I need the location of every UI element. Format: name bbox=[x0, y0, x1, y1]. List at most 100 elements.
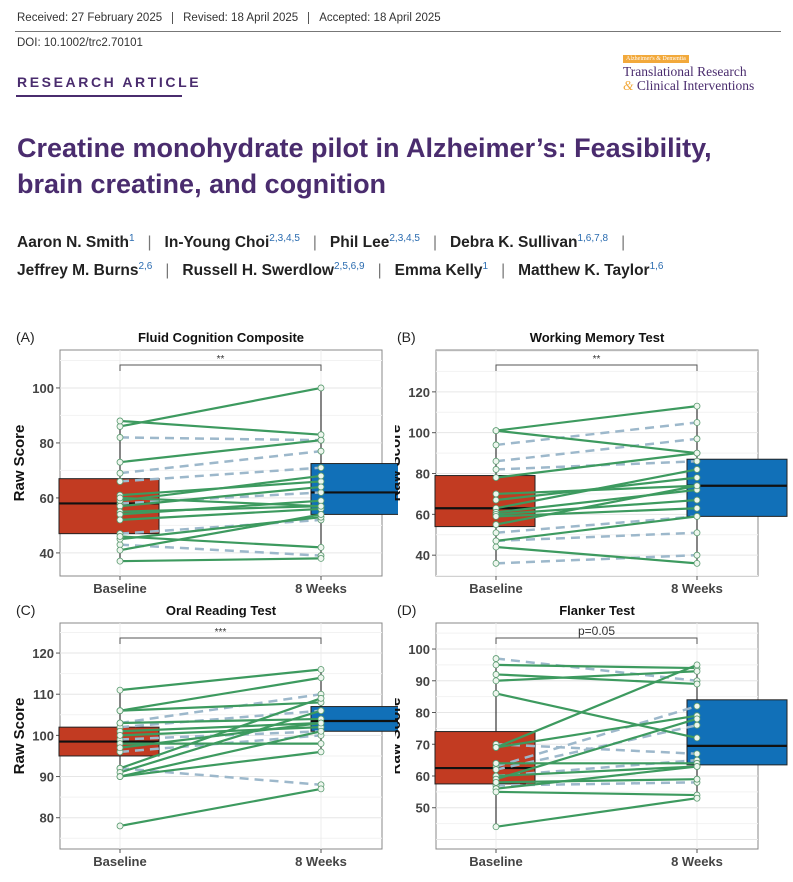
data-point bbox=[492, 537, 500, 545]
paired-line-dashed bbox=[119, 730, 322, 741]
y-tick-label: 100 bbox=[32, 381, 54, 396]
author-affiliation[interactable]: 1 bbox=[128, 233, 135, 244]
data-point bbox=[492, 690, 500, 697]
author[interactable]: Aaron N. Smith1 bbox=[17, 233, 135, 251]
y-tick-label: 120 bbox=[32, 646, 54, 661]
authors-row-1: Aaron N. Smith1 | In-Young Choi2,3,4,5 | Phi… bbox=[17, 233, 638, 252]
author-affiliation[interactable]: 1,6 bbox=[649, 261, 664, 272]
data-point bbox=[116, 417, 124, 425]
data-point bbox=[116, 731, 124, 739]
paired-line-solid bbox=[495, 663, 698, 749]
author-affiliation[interactable]: 1 bbox=[482, 261, 489, 272]
data-point bbox=[317, 719, 325, 727]
paired-line-solid bbox=[495, 429, 698, 455]
paired-line-solid bbox=[495, 663, 698, 670]
data-point bbox=[693, 775, 701, 783]
paired-line-dashed bbox=[495, 704, 698, 768]
y-tick-label: 110 bbox=[33, 687, 54, 702]
doi[interactable]: DOI: 10.1002/trc2.70101 bbox=[17, 37, 143, 49]
x-tick-label: 8 Weeks bbox=[671, 854, 723, 869]
author[interactable]: Phil Lee2,3,4,5 bbox=[330, 233, 420, 251]
data-point bbox=[693, 661, 701, 669]
paired-line-solid bbox=[495, 765, 698, 778]
data-point bbox=[693, 529, 701, 537]
paired-line-dashed bbox=[119, 767, 322, 787]
significance-label: p=0.05 bbox=[578, 624, 615, 638]
author-affiliation[interactable]: 1,6,7,8 bbox=[577, 233, 609, 244]
data-point bbox=[693, 482, 701, 490]
data-point bbox=[693, 721, 701, 729]
author-separator: | bbox=[165, 262, 170, 280]
box-baseline bbox=[434, 475, 536, 528]
data-point bbox=[492, 759, 500, 767]
data-point bbox=[116, 546, 124, 554]
significance-label: *** bbox=[215, 627, 227, 638]
author-affiliation[interactable]: 2,5,6,9 bbox=[334, 261, 365, 272]
paired-line-solid bbox=[119, 721, 322, 733]
paired-line-solid bbox=[495, 405, 698, 432]
data-point bbox=[317, 666, 325, 673]
received-date: Received: 27 February 2025 bbox=[17, 12, 163, 24]
author-affiliation[interactable]: 2,3,4,5 bbox=[269, 233, 300, 244]
data-point bbox=[492, 823, 500, 831]
author-name: In-Young Choi bbox=[164, 234, 270, 252]
paired-line-dashed bbox=[495, 531, 698, 543]
chart-title: Fluid Cognition Composite bbox=[138, 330, 304, 345]
data-point bbox=[693, 702, 701, 710]
x-tick-label: 8 Weeks bbox=[295, 581, 347, 596]
author[interactable]: Russell H. Swerdlow2,5,6,9 bbox=[182, 261, 365, 279]
paired-line-dashed bbox=[119, 518, 322, 535]
paired-line-dashed bbox=[119, 543, 322, 557]
paired-line-solid bbox=[495, 452, 698, 479]
chart-title: Working Memory Test bbox=[530, 330, 665, 345]
data-point bbox=[492, 427, 500, 435]
box-baseline bbox=[434, 731, 536, 785]
data-point bbox=[317, 472, 325, 480]
data-point bbox=[317, 544, 325, 551]
paired-line-solid bbox=[495, 484, 698, 526]
x-tick-label: Baseline bbox=[469, 581, 522, 596]
author[interactable]: Emma Kelly1 bbox=[395, 261, 489, 279]
data-point bbox=[116, 557, 124, 565]
author[interactable]: Debra K. Sullivan1,6,7,8 bbox=[450, 233, 609, 251]
paired-line-solid bbox=[119, 474, 322, 502]
paired-line-dashed bbox=[119, 709, 322, 729]
data-point bbox=[693, 734, 701, 742]
author-affiliation[interactable]: 2,3,4,5 bbox=[389, 233, 420, 244]
data-point bbox=[492, 744, 500, 751]
paired-line-solid bbox=[495, 692, 698, 739]
accepted-date: Accepted: 18 April 2025 bbox=[308, 12, 450, 24]
author[interactable]: Jeffrey M. Burns2,6 bbox=[17, 261, 153, 279]
paired-line-dashed bbox=[495, 437, 698, 463]
panel-label: (B) bbox=[397, 329, 416, 345]
author[interactable]: In-Young Choi2,3,4,5 bbox=[164, 233, 300, 252]
paired-line-dashed bbox=[119, 491, 322, 505]
data-point bbox=[317, 707, 325, 715]
data-point bbox=[116, 719, 124, 727]
significance-label: ** bbox=[217, 354, 225, 365]
panel-label: (C) bbox=[16, 602, 35, 618]
y-tick-label: 60 bbox=[40, 491, 54, 506]
author-affiliation[interactable]: 2,6 bbox=[138, 261, 153, 272]
paired-line-solid bbox=[495, 717, 698, 781]
data-point bbox=[492, 778, 500, 786]
data-point bbox=[492, 766, 500, 774]
data-point bbox=[693, 449, 701, 457]
paired-line-dashed bbox=[495, 421, 698, 447]
paired-line-solid bbox=[119, 507, 322, 522]
data-point bbox=[492, 529, 500, 537]
significance-bracket bbox=[495, 637, 698, 644]
chart-panel-d: (D) Flanker Test 50 60 70 80 90 100 Raw Score Bas… bbox=[395, 602, 788, 869]
journal-logo-tag: Alzheimer's & Dementia bbox=[623, 55, 689, 63]
paired-line-solid bbox=[119, 535, 322, 549]
x-tick-label: 8 Weeks bbox=[671, 581, 723, 596]
author-separator: | bbox=[501, 262, 506, 280]
data-point bbox=[317, 740, 325, 748]
data-point bbox=[116, 458, 124, 466]
data-point bbox=[116, 434, 124, 441]
paired-line-solid bbox=[119, 485, 322, 508]
chart-panel-c: (C) Oral Reading Test 80 90 100 110 120 Raw Sco… bbox=[11, 602, 398, 869]
data-point bbox=[492, 788, 500, 796]
author-name: Matthew K. Taylor bbox=[518, 262, 650, 280]
author[interactable]: Matthew K. Taylor1,6 bbox=[518, 261, 664, 280]
